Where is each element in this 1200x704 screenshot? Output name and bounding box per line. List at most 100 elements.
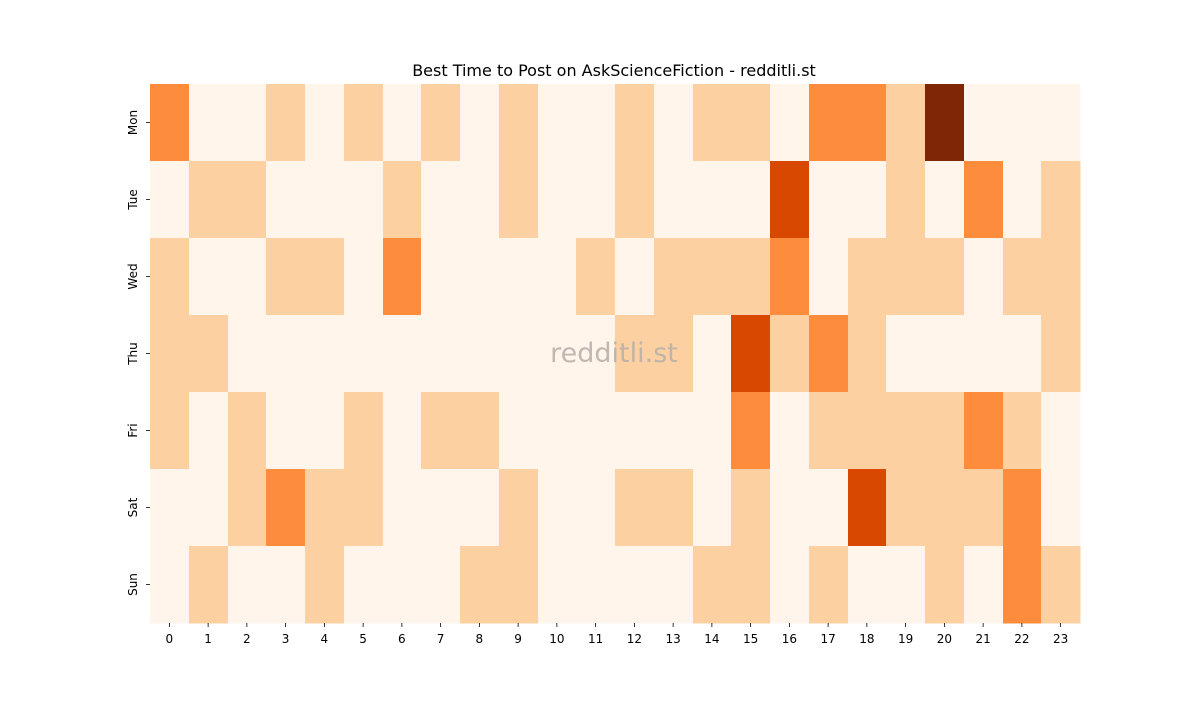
heatmap-cell-tue-2 bbox=[228, 161, 267, 239]
heatmap-cell-wed-4 bbox=[305, 238, 345, 316]
heatmap-cell-sun-16 bbox=[770, 546, 810, 624]
heatmap-cell-sun-12 bbox=[615, 546, 655, 624]
heatmap-cell-fri-13 bbox=[654, 392, 694, 470]
heatmap-cell-thu-1 bbox=[189, 315, 229, 393]
heatmap-cell-wed-6 bbox=[383, 238, 422, 316]
heatmap-cell-thu-17 bbox=[809, 315, 849, 393]
heatmap-cell-mon-15 bbox=[731, 84, 771, 162]
heatmap-cell-thu-20 bbox=[925, 315, 965, 393]
heatmap-cell-wed-9 bbox=[499, 238, 539, 316]
x-tick-label-17: 17 bbox=[820, 632, 835, 646]
heatmap-cell-wed-21 bbox=[964, 238, 1004, 316]
heatmap-cell-wed-11 bbox=[576, 238, 616, 316]
heatmap-cell-thu-16 bbox=[770, 315, 810, 393]
heatmap-cell-mon-14 bbox=[693, 84, 732, 162]
heatmap-cell-sat-15 bbox=[731, 469, 771, 547]
heatmap-cell-mon-8 bbox=[460, 84, 500, 162]
heatmap-cell-mon-19 bbox=[886, 84, 926, 162]
heatmap-cell-mon-2 bbox=[228, 84, 267, 162]
heatmap-cell-wed-18 bbox=[848, 238, 887, 316]
heatmap-cell-sat-2 bbox=[228, 469, 267, 547]
heatmap-cell-sun-14 bbox=[693, 546, 732, 624]
heatmap-cell-sun-23 bbox=[1041, 546, 1081, 624]
heatmap-cell-fri-23 bbox=[1041, 392, 1081, 470]
watermark-text: redditli.st bbox=[550, 338, 678, 369]
x-tick-label-8: 8 bbox=[476, 632, 484, 646]
heatmap-cell-fri-8 bbox=[460, 392, 500, 470]
heatmap-cell-thu-22 bbox=[1003, 315, 1042, 393]
heatmap-cell-mon-20 bbox=[925, 84, 965, 162]
heatmap-cell-fri-3 bbox=[266, 392, 306, 470]
heatmap-cell-wed-19 bbox=[886, 238, 926, 316]
heatmap-cell-fri-21 bbox=[964, 392, 1004, 470]
heatmap-cell-mon-4 bbox=[305, 84, 345, 162]
heatmap-cell-sun-20 bbox=[925, 546, 965, 624]
heatmap-cell-tue-9 bbox=[499, 161, 539, 239]
heatmap-cell-thu-23 bbox=[1041, 315, 1081, 393]
y-tick-label-mon: Mon bbox=[126, 110, 140, 135]
heatmap-cell-fri-15 bbox=[731, 392, 771, 470]
heatmap-cell-mon-0 bbox=[150, 84, 190, 162]
heatmap-cell-sat-12 bbox=[615, 469, 655, 547]
heatmap-cell-tue-6 bbox=[383, 161, 422, 239]
x-tick-label-18: 18 bbox=[859, 632, 874, 646]
heatmap-cell-mon-12 bbox=[615, 84, 655, 162]
heatmap-cell-tue-1 bbox=[189, 161, 229, 239]
x-tick-label-7: 7 bbox=[437, 632, 445, 646]
heatmap-cell-sun-0 bbox=[150, 546, 190, 624]
heatmap-cell-tue-22 bbox=[1003, 161, 1042, 239]
heatmap-cell-wed-13 bbox=[654, 238, 694, 316]
heatmap-cell-tue-11 bbox=[576, 161, 616, 239]
heatmap-cell-tue-12 bbox=[615, 161, 655, 239]
heatmap-cell-sun-15 bbox=[731, 546, 771, 624]
heatmap-cell-fri-7 bbox=[421, 392, 461, 470]
heatmap-cell-mon-5 bbox=[344, 84, 384, 162]
heatmap-cell-tue-10 bbox=[538, 161, 577, 239]
x-tick-label-3: 3 bbox=[282, 632, 290, 646]
heatmap-cell-wed-5 bbox=[344, 238, 384, 316]
heatmap-cell-mon-6 bbox=[383, 84, 422, 162]
x-tick-label-20: 20 bbox=[937, 632, 952, 646]
heatmap-cell-sun-8 bbox=[460, 546, 500, 624]
heatmap-cell-sat-23 bbox=[1041, 469, 1081, 547]
heatmap-cell-wed-2 bbox=[228, 238, 267, 316]
heatmap-cell-fri-14 bbox=[693, 392, 732, 470]
heatmap-cell-wed-12 bbox=[615, 238, 655, 316]
heatmap-cell-thu-5 bbox=[344, 315, 384, 393]
heatmap-cell-mon-9 bbox=[499, 84, 539, 162]
heatmap-cell-wed-14 bbox=[693, 238, 732, 316]
heatmap-cell-sun-4 bbox=[305, 546, 345, 624]
heatmap-cell-sat-17 bbox=[809, 469, 849, 547]
heatmap-cell-sun-3 bbox=[266, 546, 306, 624]
y-tick-label-thu: Thu bbox=[126, 342, 140, 366]
heatmap-cell-fri-0 bbox=[150, 392, 190, 470]
heatmap-cell-fri-18 bbox=[848, 392, 887, 470]
chart-title: Best Time to Post on AskScienceFiction -… bbox=[412, 61, 816, 80]
heatmap-cell-wed-1 bbox=[189, 238, 229, 316]
heatmap-cell-fri-10 bbox=[538, 392, 577, 470]
heatmap-cell-sat-14 bbox=[693, 469, 732, 547]
heatmap-cell-tue-5 bbox=[344, 161, 384, 239]
heatmap-cell-mon-22 bbox=[1003, 84, 1042, 162]
heatmap-cell-tue-19 bbox=[886, 161, 926, 239]
heatmap-cell-sun-6 bbox=[383, 546, 422, 624]
heatmap-cell-fri-4 bbox=[305, 392, 345, 470]
heatmap-cell-thu-18 bbox=[848, 315, 887, 393]
heatmap-cell-sat-6 bbox=[383, 469, 422, 547]
x-tick-label-14: 14 bbox=[704, 632, 719, 646]
x-tick-label-22: 22 bbox=[1014, 632, 1029, 646]
x-tick-label-15: 15 bbox=[743, 632, 758, 646]
heatmap-cell-sat-18 bbox=[848, 469, 887, 547]
y-tick-label-sun: Sun bbox=[126, 573, 140, 596]
heatmap-cell-tue-23 bbox=[1041, 161, 1081, 239]
heatmap-cell-mon-7 bbox=[421, 84, 461, 162]
heatmap-cell-mon-3 bbox=[266, 84, 306, 162]
heatmap-cell-wed-22 bbox=[1003, 238, 1042, 316]
heatmap-cell-sun-11 bbox=[576, 546, 616, 624]
heatmap-cell-sat-7 bbox=[421, 469, 461, 547]
heatmap-cell-thu-4 bbox=[305, 315, 345, 393]
heatmap-cell-tue-17 bbox=[809, 161, 849, 239]
heatmap-cell-tue-0 bbox=[150, 161, 190, 239]
